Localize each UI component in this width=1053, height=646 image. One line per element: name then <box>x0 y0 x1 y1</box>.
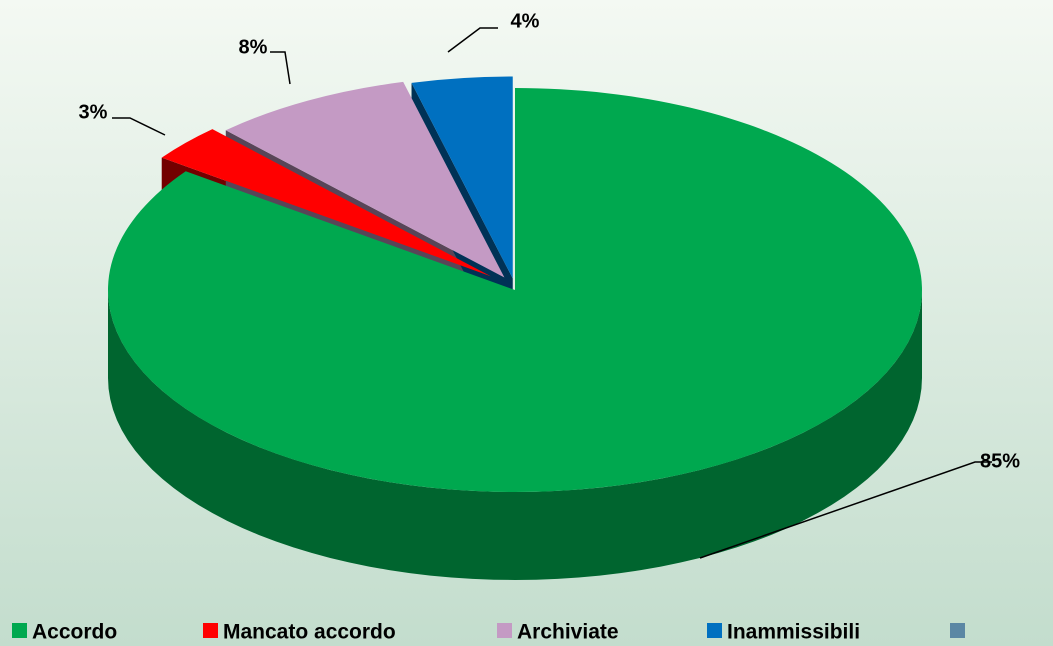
labels: 85% 3% 8% 4% <box>79 10 1020 559</box>
leader-line <box>699 461 992 559</box>
legend-marker <box>12 623 27 638</box>
slice <box>225 81 505 278</box>
data-label: 85% <box>980 450 1020 472</box>
legend-label: Inammissibili <box>727 621 860 644</box>
leader-line <box>447 27 498 53</box>
slice <box>161 129 491 277</box>
legend-label: Accordo <box>32 621 117 644</box>
leader-line <box>270 51 291 85</box>
legend-marker <box>707 623 722 638</box>
legend-marker <box>950 623 965 638</box>
leader-line <box>112 117 166 136</box>
legend: Accordo Mancato accordo Archiviate Inammiss… <box>12 621 965 644</box>
slice <box>411 76 513 279</box>
legend-marker <box>203 623 218 638</box>
slice-side <box>108 290 922 580</box>
legend-label: Archiviate <box>517 621 619 644</box>
data-label: 4% <box>511 10 540 32</box>
legend-marker <box>497 623 512 638</box>
data-label: 3% <box>79 101 108 123</box>
legend-label: Mancato accordo <box>223 621 396 644</box>
data-label: 8% <box>239 36 268 58</box>
pie <box>108 76 923 580</box>
slice <box>108 88 923 492</box>
